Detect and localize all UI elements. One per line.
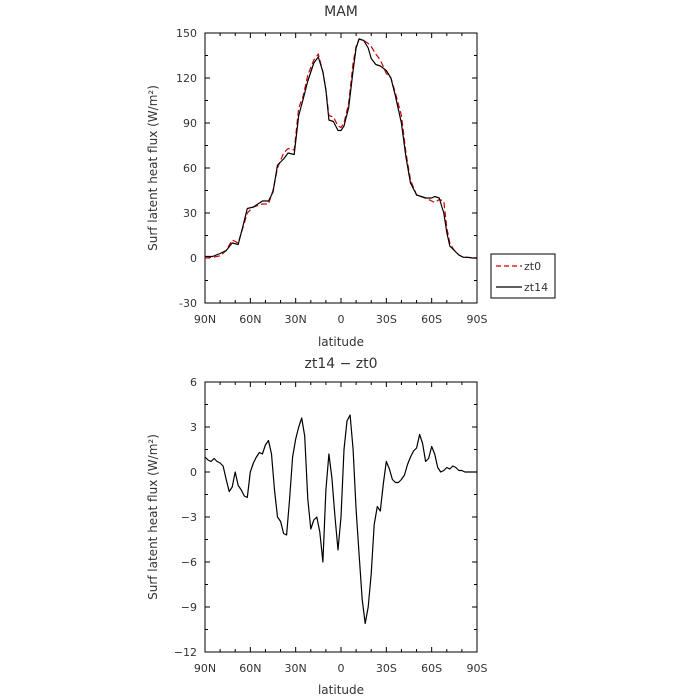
x-tick-label: 0 [338,313,345,326]
y-tick-label: 0 [190,466,197,479]
x-tick-label: 30N [285,313,307,326]
x-tick-label: 90S [467,313,488,326]
series-line-zt14 [205,38,477,259]
bottom-series-layer [204,414,477,625]
top-y-ticks: -30 0 30 60 90 120 150 [176,27,477,310]
y-tick-label: −12 [174,646,197,659]
legend-label-zt0: zt0 [524,260,541,273]
x-tick-label: 30N [285,662,307,675]
bottom-x-ticks: 90N 60N 30N 0 30S 60S 90S [194,382,488,675]
y-tick-label: 6 [190,376,197,389]
x-tick-label: 60N [239,313,261,326]
bottom-chart-title: zt14 − zt0 [304,356,377,372]
top-y-axis-title: Surf latent heat flux (W/m²) [146,85,160,251]
top-x-axis-title: latitude [318,335,364,349]
legend-label-zt14: zt14 [524,281,548,294]
y-tick-label: 90 [183,117,197,130]
y-tick-label: 30 [183,207,197,220]
top-plot-frame [204,32,478,304]
y-tick-label: −9 [181,601,197,614]
x-tick-label: 90N [194,662,216,675]
y-tick-label: −6 [181,556,197,569]
bottom-y-ticks: −12 −9 −6 −3 0 3 6 [174,376,477,659]
x-tick-label: 30S [376,313,397,326]
y-tick-label: 150 [176,27,197,40]
top-x-ticks: 90N 60N 30N 0 30S 60S 90S [194,33,488,326]
top-chart-title: MAM [324,4,358,20]
bottom-x-axis-title: latitude [318,683,364,697]
x-tick-label: 60S [421,313,442,326]
bottom-y-axis-title: Surf latent heat flux (W/m²) [146,434,160,600]
y-tick-label: 60 [183,162,197,175]
series-line-zt0 [204,38,477,259]
legend-box [490,253,556,299]
y-tick-label: −3 [181,511,197,524]
x-tick-label: 30S [376,662,397,675]
y-tick-label: -30 [179,297,197,310]
x-tick-label: 90N [194,313,216,326]
y-tick-label: 120 [176,72,197,85]
y-tick-label: 3 [190,421,197,434]
top-panel: MAM -30 0 30 60 90 120 150 90N 60N 30N 0 30S 60S 90S… [146,4,488,349]
x-tick-label: 60S [421,662,442,675]
top-series-layer [204,38,477,259]
x-tick-label: 90S [467,662,488,675]
bottom-panel: zt14 − zt0 −12 −9 −6 −3 0 3 6 90N 60N 30N 0 30S 60S… [146,356,488,697]
series-line-diff-0 [204,414,477,625]
x-tick-label: 0 [338,662,345,675]
x-tick-label: 60N [239,662,261,675]
y-tick-label: 0 [190,252,197,265]
legend: zt0 zt14 [490,253,556,299]
